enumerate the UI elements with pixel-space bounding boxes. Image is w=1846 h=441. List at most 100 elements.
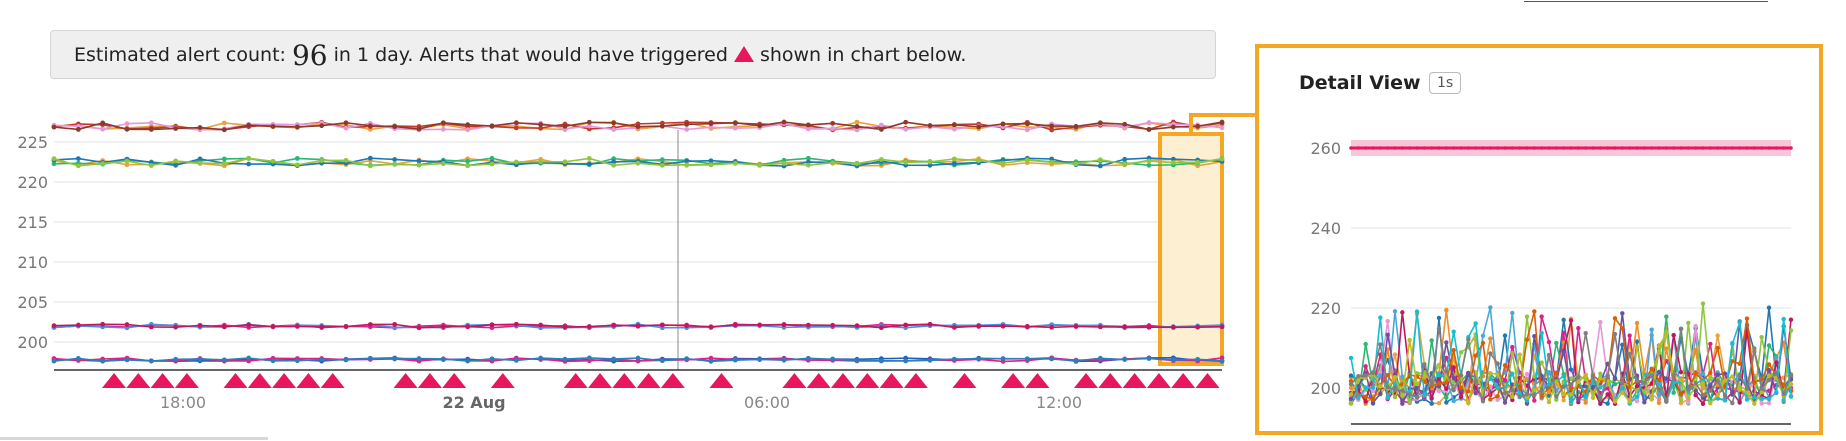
series-point xyxy=(1025,356,1030,361)
series-point xyxy=(587,324,592,329)
detail-series-point xyxy=(1400,310,1404,314)
series-point xyxy=(757,323,762,328)
threshold-point xyxy=(1503,146,1507,150)
detail-series-point xyxy=(1635,379,1639,383)
series-point xyxy=(1147,325,1152,330)
detail-series-point xyxy=(1554,341,1558,345)
detail-series-point xyxy=(1774,360,1778,364)
detail-series-point xyxy=(1693,324,1697,328)
detail-series-point xyxy=(1539,331,1543,335)
threshold-point xyxy=(1518,146,1522,150)
series-point xyxy=(441,161,446,166)
detail-series-point xyxy=(1745,387,1749,391)
detail-series-point xyxy=(1781,398,1785,402)
detail-series-point xyxy=(1451,348,1455,352)
detail-series-point xyxy=(1349,373,1353,377)
detail-series-point xyxy=(1774,355,1778,359)
series-point xyxy=(830,121,835,126)
series-point xyxy=(198,125,203,130)
detail-series-point xyxy=(1393,309,1397,313)
series-point xyxy=(149,359,154,364)
detail-series-point xyxy=(1393,375,1397,379)
series-point xyxy=(903,160,908,165)
detail-series-point xyxy=(1737,320,1741,324)
alert-marker xyxy=(394,373,418,388)
series-point xyxy=(295,358,300,363)
series-point xyxy=(684,323,689,328)
detail-series-point xyxy=(1371,386,1375,390)
detail-series-point xyxy=(1488,397,1492,401)
threshold-point xyxy=(1349,146,1353,150)
series-point xyxy=(1171,160,1176,165)
detail-series-point xyxy=(1444,387,1448,391)
detail-series-point xyxy=(1459,373,1463,377)
detail-series-point xyxy=(1613,382,1617,386)
series-point xyxy=(1171,357,1176,362)
detail-series-point xyxy=(1503,363,1507,367)
series-point xyxy=(684,356,689,361)
series-point xyxy=(441,120,446,125)
series-point xyxy=(587,162,592,167)
detail-series-point xyxy=(1620,311,1624,315)
detail-series-point xyxy=(1451,376,1455,380)
detail-series-point xyxy=(1393,395,1397,399)
series-point xyxy=(465,324,470,329)
detail-series-point xyxy=(1679,370,1683,374)
alert-marker xyxy=(248,373,272,388)
detail-series-point xyxy=(1664,376,1668,380)
detail-series-point xyxy=(1789,328,1793,332)
alert-marker xyxy=(321,373,345,388)
alert-marker xyxy=(1098,373,1122,388)
threshold-point xyxy=(1445,146,1449,150)
series-point xyxy=(52,323,57,328)
detail-series-point xyxy=(1759,386,1763,390)
series-point xyxy=(733,358,738,363)
alert-marker xyxy=(661,373,685,388)
detail-series-point xyxy=(1444,380,1448,384)
detail-series-point xyxy=(1495,394,1499,398)
series-point xyxy=(684,162,689,167)
main-chart[interactable]: 200 205 210 215 220 225 18:00 22 Aug 06:00 12:00 xyxy=(0,112,1230,432)
series-point xyxy=(879,123,884,128)
detail-series-point xyxy=(1437,316,1441,320)
detail-series-point xyxy=(1393,388,1397,392)
horizontal-scrollbar[interactable] xyxy=(0,437,268,440)
detail-series-point xyxy=(1664,332,1668,336)
detail-series-point xyxy=(1767,397,1771,401)
alert-marker xyxy=(1025,373,1049,388)
alert-marker xyxy=(904,373,928,388)
detail-series-point xyxy=(1730,374,1734,378)
series-point xyxy=(563,159,568,164)
detail-series-point xyxy=(1422,393,1426,397)
series-point xyxy=(1220,120,1225,125)
series-point xyxy=(855,161,860,166)
detail-series-point xyxy=(1503,400,1507,404)
detail-series-point xyxy=(1708,376,1712,380)
y-tick-label: 225 xyxy=(17,133,48,152)
series-point xyxy=(1122,122,1127,127)
x-tick-label: 18:00 xyxy=(160,393,206,412)
detail-chart[interactable]: 20022024026015:23:0015:23:30 xyxy=(1259,118,1819,434)
series-point xyxy=(1074,359,1079,364)
detail-series-point xyxy=(1393,352,1397,356)
detail-series-point xyxy=(1532,393,1536,397)
series-point xyxy=(1074,324,1079,329)
detail-series-point xyxy=(1671,373,1675,377)
series-point xyxy=(903,127,908,132)
threshold-point xyxy=(1731,146,1735,150)
threshold-point xyxy=(1709,146,1713,150)
detail-series-point xyxy=(1349,382,1353,386)
series-point xyxy=(855,358,860,363)
series-point xyxy=(952,127,957,132)
series-point xyxy=(52,125,57,130)
series-point xyxy=(587,156,592,161)
detail-series-point xyxy=(1363,386,1367,390)
detail-series-point xyxy=(1407,392,1411,396)
detail-series-point xyxy=(1737,361,1741,365)
y-tick-label: 205 xyxy=(17,293,48,312)
detail-series-point xyxy=(1532,309,1536,313)
alert-marker xyxy=(564,373,588,388)
detail-series-point xyxy=(1407,338,1411,342)
y-tick-label: 210 xyxy=(17,253,48,272)
detail-resolution-badge[interactable]: 1s xyxy=(1429,72,1461,94)
